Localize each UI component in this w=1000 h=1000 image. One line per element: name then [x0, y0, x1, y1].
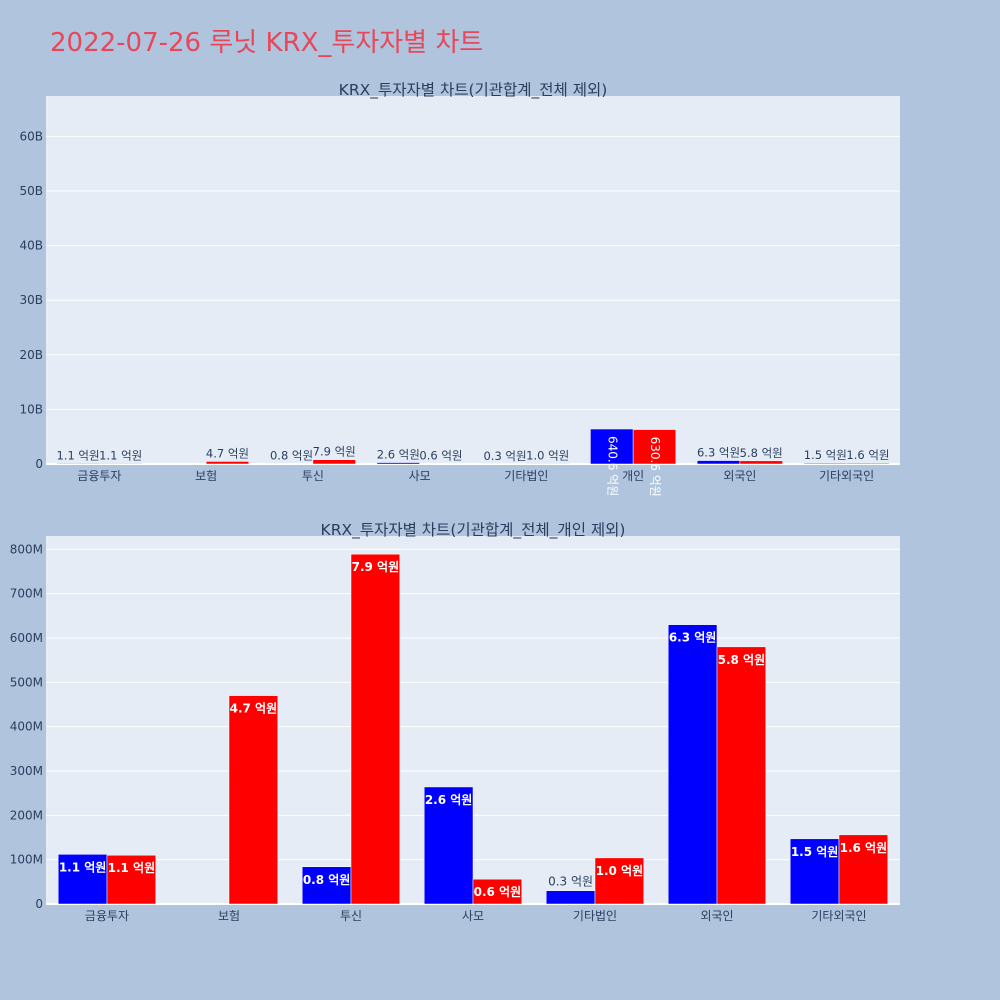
y-tick-label: 60B: [19, 129, 43, 143]
bar-label: 4.7 억원: [206, 446, 249, 460]
bar: [838, 834, 889, 905]
x-tick-label: 외국인: [700, 909, 733, 923]
bar: [312, 459, 356, 465]
bar: [57, 854, 108, 905]
chart-title: KRX_투자자별 차트(기관합계_전체_개인 제외): [321, 521, 626, 540]
y-tick-label: 50B: [19, 184, 43, 198]
y-tick-label: 600M: [10, 631, 43, 645]
bar: [716, 646, 767, 905]
y-tick-label: 10B: [19, 402, 43, 416]
x-tick-label: 기타법인: [573, 909, 617, 923]
bar: [632, 429, 677, 465]
bar: [301, 866, 352, 905]
y-tick-label: 40B: [19, 239, 43, 253]
bar-label: 1.1 억원: [59, 860, 107, 874]
x-tick-label: 기타외국인: [811, 909, 866, 923]
bar-label: 0.8 억원: [303, 873, 351, 887]
bar: [526, 463, 570, 465]
bar-label: 5.8 억원: [740, 446, 783, 460]
bar-label: 1.6 억원: [840, 841, 888, 855]
bar: [99, 463, 143, 465]
bar: [803, 462, 847, 465]
x-tick-label: 금융투자: [85, 909, 129, 923]
bar: [423, 786, 474, 905]
bar-label: 1.1 억원: [56, 448, 99, 462]
x-tick-label: 보험: [195, 469, 217, 483]
bar-label: 5.8 억원: [718, 653, 766, 667]
bar: [56, 463, 100, 465]
x-tick-label: 기타법인: [504, 469, 548, 483]
x-tick-label: 사모: [462, 909, 484, 923]
y-tick-label: 100M: [10, 853, 43, 867]
bar-label: 630.6 억원: [648, 437, 662, 497]
y-tick-label: 20B: [19, 348, 43, 362]
y-tick-label: 400M: [10, 720, 43, 734]
bar-label: 640.6 억원: [605, 436, 619, 496]
bar: [739, 460, 783, 465]
bar-label: 1.6 억원: [846, 448, 889, 462]
y-tick-label: 0: [35, 897, 43, 911]
bar: [667, 624, 718, 905]
bar: [376, 462, 420, 465]
bar-label: 1.0 억원: [596, 864, 644, 878]
y-tick-label: 0: [35, 457, 43, 471]
page-title: 2022-07-26 루닛 KRX_투자자별 차트: [50, 28, 484, 58]
y-tick-label: 800M: [10, 542, 43, 556]
bar-label: 0.3 억원: [483, 449, 526, 463]
bar: [205, 461, 250, 465]
chart-title: KRX_투자자별 차트(기관합계_전체 제외): [339, 81, 608, 100]
chart-1: KRX_투자자별 차트(기관합계_전체 제외) 0 10B 20B 30B 40B 50B 6…: [19, 81, 900, 497]
bar-label: 1.5 억원: [791, 845, 839, 859]
bar-label: 0.8 억원: [270, 449, 313, 463]
plot-area: [46, 96, 900, 464]
x-tick-label: 기타외국인: [819, 469, 874, 483]
bar-label: 1.0 억원: [526, 448, 569, 462]
bar-label: 2.6 억원: [377, 448, 420, 462]
y-tick-label: 700M: [10, 587, 43, 601]
x-tick-label: 투신: [302, 469, 324, 483]
bar-label: 2.6 억원: [425, 793, 473, 807]
bar: [696, 460, 741, 465]
bar-label: 6.3 억원: [669, 631, 717, 645]
x-tick-label: 금융투자: [77, 469, 121, 483]
bar-label: 1.1 억원: [99, 448, 142, 462]
bar: [472, 878, 523, 905]
bar-label: 7.9 억원: [313, 445, 356, 459]
bar-label: 7.9 억원: [352, 560, 400, 574]
bar: [350, 553, 401, 905]
bar-label: 4.7 억원: [230, 702, 278, 716]
y-tick-label: 200M: [10, 808, 43, 822]
chart-2: KRX_투자자별 차트(기관합계_전체_개인 제외) 0 100M 200M 300M 4…: [10, 521, 900, 923]
bar-label: 1.1 억원: [108, 861, 156, 875]
x-tick-label: 외국인: [723, 469, 756, 483]
y-tick-label: 300M: [10, 764, 43, 778]
bar: [594, 857, 645, 905]
bar-label: 0.3 억원: [548, 875, 593, 889]
y-tick-label: 500M: [10, 675, 43, 689]
x-tick-label: 개인: [622, 469, 644, 483]
bar: [106, 854, 157, 905]
x-tick-label: 보험: [218, 909, 240, 923]
x-tick-label: 사모: [409, 469, 431, 483]
bar-label: 6.3 억원: [697, 446, 740, 460]
x-tick-label: 투신: [340, 909, 362, 923]
bar-label: 1.5 억원: [804, 448, 847, 462]
bar-label: 0.6 억원: [419, 449, 462, 463]
bar-label: 0.6 억원: [474, 885, 522, 899]
bar: [228, 695, 279, 905]
y-tick-label: 30B: [19, 293, 43, 307]
bar: [846, 462, 890, 465]
bar: [545, 890, 596, 905]
